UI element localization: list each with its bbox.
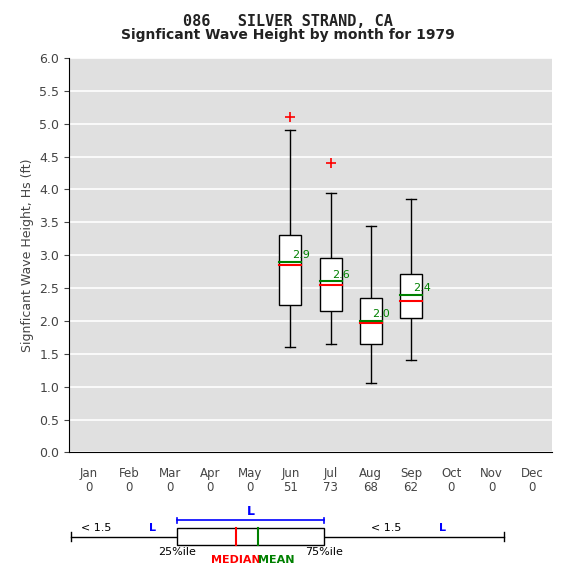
Text: 0: 0: [206, 481, 213, 494]
Bar: [320, 259, 342, 311]
Text: Signficant Wave Height by month for 1979: Signficant Wave Height by month for 1979: [121, 28, 454, 42]
Text: Sep: Sep: [400, 467, 422, 480]
Text: L: L: [150, 523, 156, 533]
Text: 68: 68: [363, 481, 378, 494]
Text: 62: 62: [404, 481, 419, 494]
Text: 51: 51: [283, 481, 298, 494]
Text: < 1.5: < 1.5: [81, 523, 115, 533]
Text: 2.4: 2.4: [413, 282, 431, 293]
Text: Mar: Mar: [159, 467, 181, 480]
Text: Feb: Feb: [119, 467, 140, 480]
Text: MEAN: MEAN: [258, 556, 294, 566]
Text: L: L: [439, 523, 446, 533]
Text: May: May: [238, 467, 262, 480]
Text: 0: 0: [247, 481, 254, 494]
Text: Jun: Jun: [281, 467, 300, 480]
Bar: [177, 528, 324, 545]
Bar: [360, 298, 382, 344]
Text: 0: 0: [528, 481, 535, 494]
Text: 086   SILVER STRAND, CA: 086 SILVER STRAND, CA: [183, 14, 392, 30]
Text: 2.6: 2.6: [332, 270, 350, 280]
Text: 2.0: 2.0: [373, 309, 390, 319]
Bar: [400, 274, 422, 318]
Text: 25%ile: 25%ile: [158, 548, 196, 557]
Text: 0: 0: [166, 481, 173, 494]
Bar: [279, 235, 301, 304]
Text: Jan: Jan: [80, 467, 98, 480]
Text: MEDIAN: MEDIAN: [211, 556, 261, 566]
Text: 0: 0: [448, 481, 455, 494]
Text: Dec: Dec: [520, 467, 543, 480]
Text: 75%ile: 75%ile: [305, 548, 343, 557]
Text: Aug: Aug: [359, 467, 382, 480]
Text: 0: 0: [86, 481, 93, 494]
Text: Nov: Nov: [480, 467, 503, 480]
Text: Jul: Jul: [324, 467, 338, 480]
Text: Apr: Apr: [200, 467, 220, 480]
Y-axis label: Signficant Wave Height, Hs (ft): Signficant Wave Height, Hs (ft): [21, 158, 34, 352]
Text: 73: 73: [323, 481, 338, 494]
Text: 0: 0: [488, 481, 495, 494]
Text: 2.9: 2.9: [292, 250, 310, 260]
Text: 0: 0: [126, 481, 133, 494]
Text: Oct: Oct: [441, 467, 462, 480]
Text: L: L: [247, 505, 255, 517]
Text: < 1.5: < 1.5: [371, 523, 405, 533]
